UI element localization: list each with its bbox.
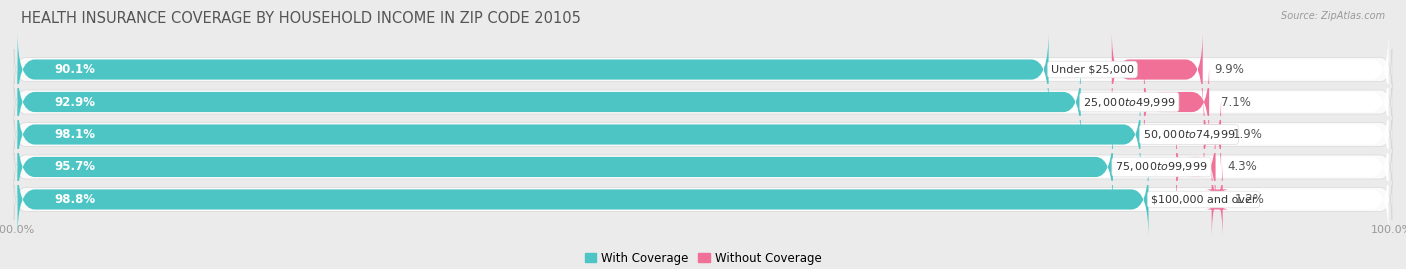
Text: 95.7%: 95.7% [55, 161, 96, 174]
Text: 1.9%: 1.9% [1233, 128, 1263, 141]
FancyBboxPatch shape [1204, 96, 1220, 173]
FancyBboxPatch shape [1205, 161, 1229, 238]
Text: 90.1%: 90.1% [55, 63, 96, 76]
Text: $100,000 and over: $100,000 and over [1152, 194, 1257, 204]
Text: 9.9%: 9.9% [1215, 63, 1244, 76]
FancyBboxPatch shape [17, 96, 1389, 173]
FancyBboxPatch shape [17, 128, 1389, 206]
FancyBboxPatch shape [14, 179, 1392, 220]
FancyBboxPatch shape [1175, 128, 1216, 206]
Text: 1.2%: 1.2% [1234, 193, 1264, 206]
FancyBboxPatch shape [17, 31, 1049, 108]
Text: $50,000 to $74,999: $50,000 to $74,999 [1143, 128, 1236, 141]
FancyBboxPatch shape [14, 147, 1392, 187]
Text: 98.8%: 98.8% [55, 193, 96, 206]
Text: 98.1%: 98.1% [55, 128, 96, 141]
Text: 92.9%: 92.9% [55, 95, 96, 108]
Text: $75,000 to $99,999: $75,000 to $99,999 [1115, 161, 1208, 174]
FancyBboxPatch shape [14, 82, 1392, 122]
Text: 4.3%: 4.3% [1227, 161, 1257, 174]
Text: Source: ZipAtlas.com: Source: ZipAtlas.com [1281, 11, 1385, 21]
FancyBboxPatch shape [1144, 63, 1209, 141]
FancyBboxPatch shape [17, 63, 1389, 141]
FancyBboxPatch shape [14, 114, 1392, 155]
FancyBboxPatch shape [1112, 31, 1202, 108]
FancyBboxPatch shape [17, 96, 1140, 173]
FancyBboxPatch shape [17, 161, 1389, 238]
FancyBboxPatch shape [17, 63, 1081, 141]
Text: HEALTH INSURANCE COVERAGE BY HOUSEHOLD INCOME IN ZIP CODE 20105: HEALTH INSURANCE COVERAGE BY HOUSEHOLD I… [21, 11, 581, 26]
FancyBboxPatch shape [17, 128, 1114, 206]
Text: $25,000 to $49,999: $25,000 to $49,999 [1083, 95, 1175, 108]
FancyBboxPatch shape [17, 161, 1149, 238]
Text: 7.1%: 7.1% [1220, 95, 1250, 108]
FancyBboxPatch shape [14, 49, 1392, 90]
FancyBboxPatch shape [17, 31, 1389, 108]
Text: Under $25,000: Under $25,000 [1050, 65, 1133, 75]
Legend: With Coverage, Without Coverage: With Coverage, Without Coverage [579, 247, 827, 269]
